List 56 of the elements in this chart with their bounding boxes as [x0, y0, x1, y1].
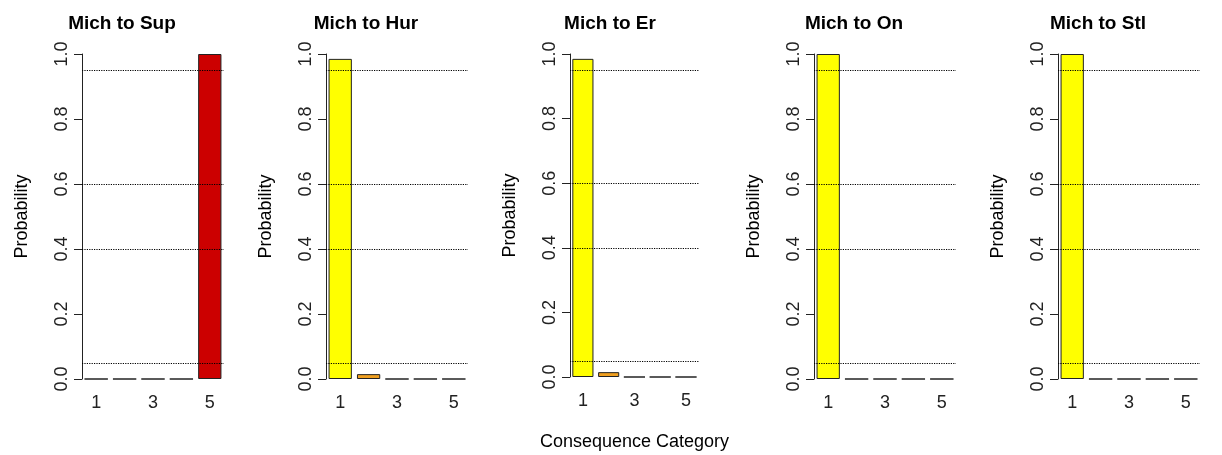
y-axis-title: Probability [987, 174, 1007, 259]
y-tick-label: 1.0 [539, 41, 559, 67]
y-tick-label: 0.8 [539, 106, 559, 132]
y-tick-label: 0.8 [1027, 106, 1047, 132]
x-tick-label: 3 [879, 392, 891, 412]
y-tick-label: 0.2 [295, 301, 315, 327]
y-tick-label: 0.4 [51, 236, 71, 262]
chart-title: Mich to Sup [68, 12, 176, 33]
x-tick-label: 1 [823, 392, 834, 412]
chart-title: Mich to Er [564, 12, 657, 33]
y-tick-label: 0.8 [783, 106, 803, 132]
y-tick-label: 0.0 [1027, 366, 1047, 392]
x-tick-label: 5 [1180, 392, 1191, 412]
y-tick-label: 0.0 [51, 366, 71, 392]
x-tick-label: 1 [335, 392, 346, 412]
y-axis-title: Probability [11, 174, 31, 259]
y-tick-label: 0.2 [783, 301, 803, 327]
y-tick-label: 0.6 [295, 171, 315, 197]
y-tick-label: 0.0 [539, 364, 559, 390]
x-axis-title: Consequence Category [539, 431, 729, 451]
x-tick-label: 1 [577, 390, 588, 410]
y-tick-label: 1.0 [783, 41, 803, 67]
y-tick-label: 0.2 [539, 299, 559, 325]
x-tick-label: 5 [680, 390, 691, 410]
y-tick-label: 0.4 [783, 236, 803, 262]
x-tick-label: 1 [91, 392, 102, 412]
y-tick-label: 0.6 [783, 171, 803, 197]
y-tick-label: 0.6 [539, 170, 559, 196]
y-axis-title: Probability [499, 173, 519, 258]
y-tick-label: 1.0 [295, 41, 315, 67]
y-tick-label: 0.2 [1027, 301, 1047, 327]
y-tick-label: 1.0 [1027, 41, 1047, 67]
chart-title: Mich to Hur [313, 12, 419, 33]
x-tick-label: 5 [936, 392, 947, 412]
x-tick-label: 3 [1123, 392, 1135, 412]
y-tick-label: 0.6 [51, 171, 71, 197]
y-tick-label: 0.8 [295, 106, 315, 132]
y-tick-label: 0.4 [539, 235, 559, 261]
x-tick-label: 5 [204, 392, 215, 412]
y-tick-label: 0.0 [783, 366, 803, 392]
chart-title: Mich to Stl [1049, 12, 1147, 33]
y-tick-label: 0.4 [295, 236, 315, 262]
y-tick-label: 0.0 [295, 366, 315, 392]
y-tick-label: 0.4 [1027, 236, 1047, 262]
x-tick-label: 5 [448, 392, 459, 412]
x-tick-label: 3 [391, 392, 403, 412]
y-axis-title: Probability [255, 174, 275, 259]
y-tick-label: 0.8 [51, 106, 71, 132]
y-tick-label: 0.6 [1027, 171, 1047, 197]
x-tick-label: 3 [629, 390, 640, 410]
chart-title: Mich to On [804, 12, 904, 33]
x-tick-label: 3 [147, 392, 159, 412]
x-tick-label: 1 [1067, 392, 1078, 412]
y-tick-label: 1.0 [51, 41, 71, 67]
y-tick-label: 0.2 [51, 301, 71, 327]
y-axis-title: Probability [743, 174, 763, 259]
